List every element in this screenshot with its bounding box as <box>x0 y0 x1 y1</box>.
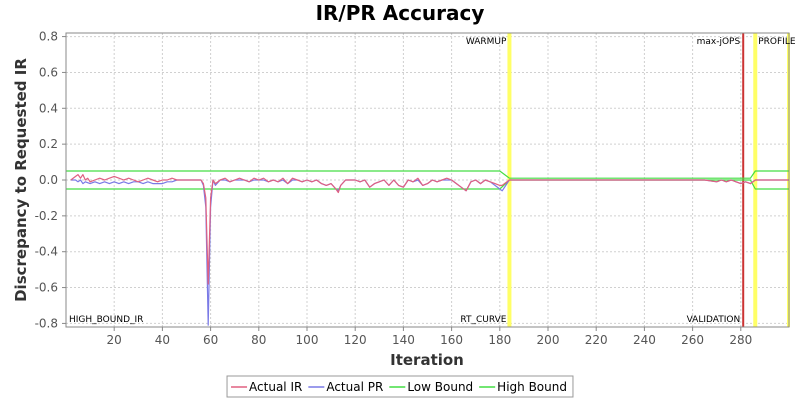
x-tick-label: 280 <box>729 333 752 347</box>
x-tick-label: 240 <box>633 333 656 347</box>
x-tick-label: 80 <box>251 333 266 347</box>
phase-marker-label: VALIDATION <box>687 315 741 325</box>
legend-label: Actual PR <box>326 380 383 394</box>
phase-marker-label: HIGH_BOUND_IR <box>69 315 143 325</box>
x-tick-label: 220 <box>585 333 608 347</box>
y-tick-label: -0.4 <box>35 245 58 259</box>
legend-label: Low Bound <box>407 380 473 394</box>
x-axis-label: Iteration <box>390 351 464 369</box>
x-tick-label: 60 <box>203 333 218 347</box>
phase-marker-label: max-jOPS <box>697 37 741 47</box>
x-tick-label: 140 <box>392 333 415 347</box>
x-tick-label: 160 <box>440 333 463 347</box>
x-tick-label: 100 <box>296 333 319 347</box>
phase-marker-label: RT_CURVE <box>460 315 506 325</box>
x-tick-label: 200 <box>537 333 560 347</box>
phase-marker-label: PROFILE <box>758 37 796 47</box>
y-tick-label: 0.6 <box>39 65 58 79</box>
series-line-high-bound <box>66 170 789 179</box>
chart-title: IR/PR Accuracy <box>316 1 485 25</box>
x-tick-label: 20 <box>107 333 122 347</box>
x-tick-label: 40 <box>155 333 170 347</box>
data-series <box>66 170 789 326</box>
x-tick-label: 180 <box>488 333 511 347</box>
x-tick-label: 120 <box>344 333 367 347</box>
phase-marker-labels: WARMUP RT_CURVE max-jOPS VALIDATION PROFILE H… <box>69 37 796 325</box>
y-tick-label: 0.0 <box>39 173 58 187</box>
legend: Actual IR Actual PR Low Bound High Bound <box>226 375 574 398</box>
y-tick-label: -0.2 <box>35 209 58 223</box>
y-tick-label: 0.4 <box>39 101 58 115</box>
y-tick-label: 0.2 <box>39 137 58 151</box>
axis-ticks: 20 40 60 80 100 120 140 160 180 200 220 240 260 280 0.… <box>35 30 753 347</box>
y-tick-label: -0.8 <box>35 316 58 330</box>
series-line-actual-ir <box>70 174 789 285</box>
legend-label: High Bound <box>497 380 567 394</box>
y-tick-label: 0.8 <box>39 30 58 44</box>
y-tick-label: -0.6 <box>35 281 58 295</box>
legend-label: Actual IR <box>249 380 302 394</box>
y-axis-label: Discrepancy to Requested IR <box>12 58 30 302</box>
phase-marker-label: WARMUP <box>466 37 507 47</box>
x-tick-label: 260 <box>681 333 704 347</box>
